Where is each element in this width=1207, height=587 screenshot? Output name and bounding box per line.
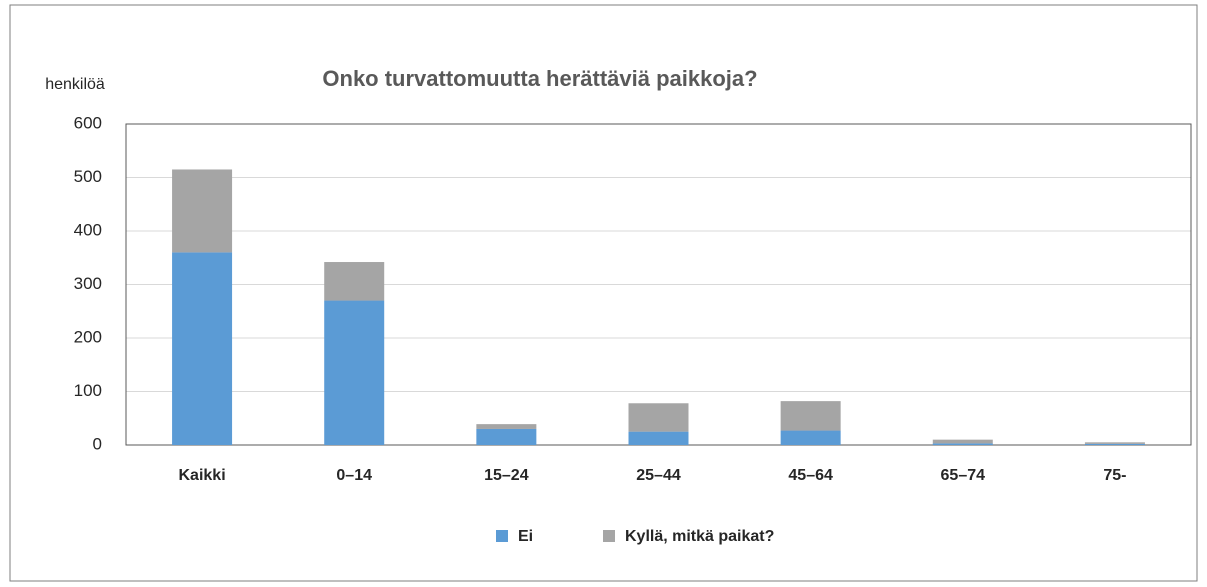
bar-segment [172, 169, 233, 253]
bar-segment [780, 401, 841, 431]
x-tick-label: Kaikki [179, 467, 226, 484]
y-tick-label: 600 [74, 113, 102, 132]
chart-title: Onko turvattomuutta herättäviä paikkoja? [322, 66, 757, 91]
y-tick-label: 0 [93, 434, 102, 453]
bar-segment [476, 424, 537, 429]
x-tick-label: 75- [1103, 467, 1126, 484]
y-tick-label: 200 [74, 327, 102, 346]
bar-segment [324, 262, 385, 301]
legend-swatch [603, 530, 615, 542]
bar-segment [1084, 442, 1145, 444]
legend-label: Kyllä, mitkä paikat? [625, 528, 774, 545]
x-tick-label: 45–64 [788, 467, 833, 484]
bar-segment [932, 439, 993, 444]
bar-segment [628, 431, 689, 445]
legend-label: Ei [518, 528, 533, 545]
x-tick-label: 25–44 [636, 467, 681, 484]
bar-segment [1084, 443, 1145, 445]
y-tick-label: 100 [74, 381, 102, 400]
y-tick-label: 500 [74, 167, 102, 186]
bar-segment [476, 428, 537, 445]
bar-segment [932, 443, 993, 445]
y-tick-label: 300 [74, 274, 102, 293]
x-tick-label: 65–74 [941, 467, 986, 484]
x-tick-label: 0–14 [336, 467, 372, 484]
y-axis-label: henkilöä [45, 76, 105, 93]
legend-swatch [496, 530, 508, 542]
bar-segment [780, 430, 841, 445]
x-tick-label: 15–24 [484, 467, 529, 484]
bar-segment [628, 403, 689, 432]
bar-segment [172, 252, 233, 445]
y-tick-label: 400 [74, 220, 102, 239]
bar-segment [324, 300, 385, 445]
